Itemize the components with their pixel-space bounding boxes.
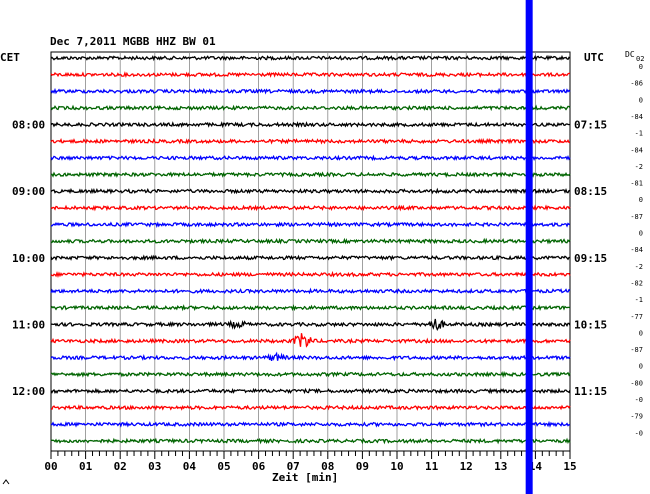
left-hour-label: 09:00 [12, 185, 45, 198]
chart-title: Dec 7,2011 MGBB HHZ BW 01 [50, 35, 216, 48]
seismic-trace [50, 351, 571, 362]
x-tick-label: 12 [460, 460, 473, 473]
dc-offset-label: -2 [635, 263, 643, 271]
x-tick-label: 02 [114, 460, 127, 473]
x-tick-label: 09 [356, 460, 369, 473]
x-tick-label: 11 [425, 460, 439, 473]
x-tick-label: 08 [321, 460, 334, 473]
dc-offset-label: -2 [635, 163, 643, 171]
seismic-trace [50, 287, 571, 295]
dc-offset-label: -77 [630, 313, 643, 321]
left-timezone-label: CET [0, 51, 20, 64]
seismic-trace [50, 333, 571, 348]
x-tick-label: 04 [183, 460, 197, 473]
dc-offset-label: -81 [630, 180, 643, 188]
left-hour-label: 12:00 [12, 385, 45, 398]
x-tick-label: 10 [390, 460, 403, 473]
marker-group [525, 0, 533, 494]
x-axis: 00 01 02 03 04 05 06 07 08 09 10 11 12 13 14 15 [44, 451, 577, 473]
right-timezone-label: UTC [584, 51, 604, 64]
x-tick-label: 05 [217, 460, 230, 473]
seismic-trace [50, 187, 571, 195]
seismic-trace [50, 137, 571, 145]
seismic-trace [50, 204, 571, 212]
seismic-trace [50, 254, 570, 262]
x-tick-label: 01 [79, 460, 93, 473]
seismic-trace [50, 437, 571, 445]
dc-offset-label: -82 [630, 279, 643, 287]
seismic-trace [50, 387, 571, 395]
left-hour-label: 08:00 [12, 119, 45, 132]
dc-offset-label: -87 [630, 346, 643, 354]
right-hour-label: 11:15 [574, 385, 607, 398]
dc-offset-label: -84 [630, 246, 643, 254]
x-tick-label: 13 [494, 460, 507, 473]
left-hour-label: 11:00 [12, 318, 45, 331]
dc-offset-label: 0 [639, 363, 643, 371]
dc-offset-label: -0 [635, 429, 643, 437]
dc-header-sub: 02 [636, 55, 644, 63]
dc-offset-label: -80 [630, 379, 643, 387]
dc-offset-label: 0 [639, 196, 643, 204]
seismic-trace [50, 87, 571, 95]
label-group: 08:00 09:00 10:00 11:00 12:00 07:15 08:15 09:15… [12, 63, 643, 437]
seismic-trace [50, 104, 571, 112]
dc-offset-label: -84 [630, 113, 643, 121]
x-tick-label: 06 [252, 460, 266, 473]
dc-offset-label: -79 [630, 413, 643, 421]
seismic-trace [50, 318, 571, 331]
seismic-trace [50, 54, 571, 62]
dc-offset-label: 0 [639, 63, 643, 71]
right-hour-label: 07:15 [574, 119, 607, 132]
dc-offset-label: 0 [639, 96, 643, 104]
seismic-trace [50, 71, 571, 79]
plot-frame [50, 51, 571, 452]
right-hour-label: 08:15 [574, 185, 607, 198]
corner-mark-icon [2, 479, 10, 485]
x-tick-label: 07 [287, 460, 300, 473]
x-tick-label: 15 [563, 460, 576, 473]
right-hour-label: 10:15 [574, 318, 607, 331]
trace-group [50, 54, 571, 445]
seismic-trace [51, 221, 571, 229]
seismic-trace [50, 420, 571, 428]
dc-offset-label: -0 [635, 396, 643, 404]
seismic-trace [50, 237, 571, 245]
left-hour-label: 10:00 [12, 252, 45, 265]
dc-offset-label: -84 [630, 146, 643, 154]
seismic-trace [50, 370, 571, 379]
seismic-trace [50, 404, 571, 411]
plot-grid [50, 51, 571, 452]
seismic-trace [50, 154, 571, 162]
x-tick-label: 00 [44, 460, 57, 473]
seismic-trace [50, 121, 571, 129]
time-marker [525, 0, 533, 494]
seismic-trace [50, 270, 571, 278]
dc-header: DC [625, 50, 635, 59]
seismic-trace [50, 304, 571, 312]
dc-offset-label: -1 [635, 296, 643, 304]
x-axis-label: Zeit [min] [272, 471, 338, 484]
right-hour-label: 09:15 [574, 252, 607, 265]
dc-offset-label: 0 [639, 329, 643, 337]
seismic-trace [50, 171, 571, 179]
x-tick-label: 03 [148, 460, 161, 473]
dc-offset-label: 0 [639, 230, 643, 238]
dc-offset-label: -87 [630, 213, 643, 221]
dc-offset-label: -86 [630, 80, 643, 88]
dc-offset-label: -1 [635, 130, 643, 138]
